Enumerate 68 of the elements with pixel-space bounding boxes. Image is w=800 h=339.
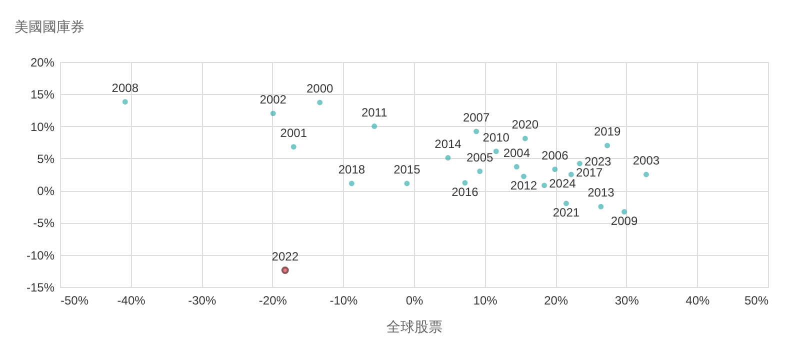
point xyxy=(477,168,483,174)
annotation: 2008 xyxy=(112,80,139,95)
x-tick-label: -40% xyxy=(117,294,146,308)
point xyxy=(568,172,574,178)
x-tick-label: 40% xyxy=(686,294,710,308)
x-tick-label: -50% xyxy=(60,294,89,308)
annotation: 2021 xyxy=(552,205,580,220)
point xyxy=(622,209,628,215)
annotation: 2006 xyxy=(542,148,569,162)
y-tick-label: 15% xyxy=(30,88,55,102)
point xyxy=(493,148,499,154)
point xyxy=(604,142,610,148)
point xyxy=(474,128,480,134)
x-tick-label: 20% xyxy=(544,294,568,308)
x-tick-label: 30% xyxy=(614,294,640,308)
y-tick-label: -10% xyxy=(26,248,55,262)
point xyxy=(563,200,569,206)
annotation: 2010 xyxy=(482,130,510,144)
y-tick-label: -15% xyxy=(26,280,55,294)
annotation: 2002 xyxy=(260,92,287,106)
annotation: 2013 xyxy=(588,186,615,200)
point xyxy=(445,155,451,161)
y-axis-title: 美國國庫券 xyxy=(14,18,84,34)
annotation: 2018 xyxy=(338,162,366,176)
x-tick-label: -30% xyxy=(188,294,216,308)
point xyxy=(576,160,582,166)
point xyxy=(522,136,528,142)
x-axis-title: 全球股票 xyxy=(386,318,442,334)
point xyxy=(462,180,468,186)
point xyxy=(643,172,649,178)
x-tick-label: -20% xyxy=(258,294,288,308)
y-tick-label: -5% xyxy=(33,216,55,230)
annotation: 2024 xyxy=(549,176,576,190)
y-tick-label: 5% xyxy=(37,152,55,166)
annotation: 2020 xyxy=(512,118,539,132)
x-tick-label: -10% xyxy=(330,294,358,308)
point xyxy=(552,166,558,172)
point xyxy=(348,180,354,186)
point xyxy=(514,164,520,170)
point xyxy=(404,180,410,186)
point xyxy=(290,144,296,150)
x-tick-label: 0% xyxy=(406,294,424,308)
point xyxy=(270,110,276,116)
annotation: 2019 xyxy=(594,124,621,139)
annotation: 2016 xyxy=(452,184,479,199)
annotation: 2014 xyxy=(434,136,462,151)
annotation: 2003 xyxy=(632,154,660,168)
annotation: 2022 xyxy=(272,249,299,264)
y-tick-label: 20% xyxy=(30,56,55,70)
point xyxy=(122,99,128,105)
annotation: 2009 xyxy=(610,214,638,228)
annotation: 2001 xyxy=(280,126,308,140)
annotation: 2005 xyxy=(466,150,494,164)
annotation: 2007 xyxy=(462,110,490,124)
y-tick-label: 0% xyxy=(37,184,55,198)
annotation: 2012 xyxy=(510,178,538,192)
annotation: 2000 xyxy=(306,82,334,96)
point xyxy=(598,204,604,210)
point xyxy=(542,182,548,188)
point xyxy=(521,174,526,180)
point xyxy=(372,124,378,130)
annotation: 2015 xyxy=(394,162,421,176)
point xyxy=(317,100,323,106)
x-tick-label: 50% xyxy=(744,294,769,308)
x-tick-label: 10% xyxy=(473,294,498,308)
y-tick-label: 10% xyxy=(30,120,55,134)
annotation: 2004 xyxy=(503,146,530,160)
annotation: 2011 xyxy=(361,105,388,120)
